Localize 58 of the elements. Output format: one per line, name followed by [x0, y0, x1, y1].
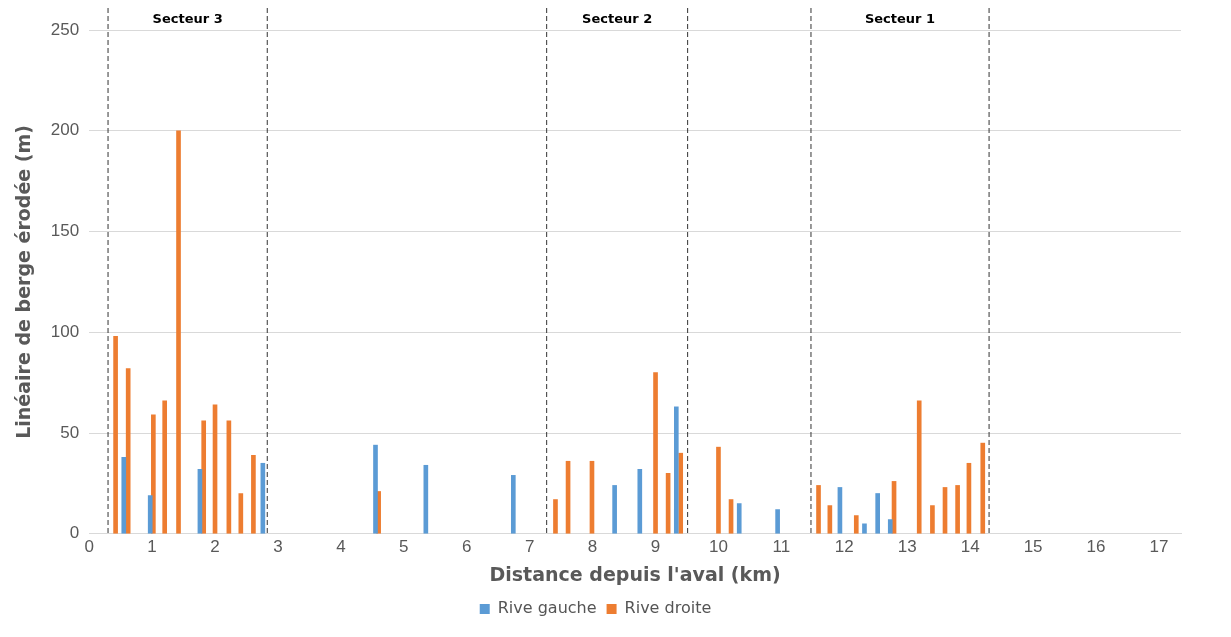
bar: [113, 335, 118, 534]
bar: [853, 515, 859, 534]
legend-label: Rive droite: [624, 598, 712, 618]
x-tick-label: 0: [84, 536, 94, 556]
x-tick-label: 5: [399, 536, 409, 556]
legend-label: Rive gauche: [497, 598, 597, 618]
bar: [125, 368, 131, 534]
y-tick-label: 200: [50, 120, 80, 140]
x-tick-label: 7: [524, 536, 535, 556]
text: Secteur 1: [864, 11, 936, 27]
bar: [673, 406, 679, 534]
x-tick-label: 9: [650, 536, 661, 556]
x-tick-label: 3: [273, 536, 283, 556]
y-tick-label: 150: [50, 221, 80, 241]
text: Secteur 3: [152, 11, 223, 27]
bar: [736, 503, 742, 534]
x-axis-title: Distance depuis l'aval (km): [489, 562, 781, 585]
bar: [816, 485, 821, 534]
bar: [238, 493, 244, 534]
text: Secteur 2: [582, 11, 653, 27]
bar: [875, 493, 881, 534]
y-tick-label: 0: [69, 523, 80, 543]
bar: [716, 446, 721, 534]
x-tick-label: 8: [587, 536, 598, 556]
x-tick-label: 6: [462, 536, 472, 556]
bar: [553, 499, 558, 534]
bar: [775, 509, 780, 534]
bar: [176, 130, 181, 534]
y-tick-label: 250: [50, 19, 80, 39]
x-tick-label: 13: [897, 536, 917, 556]
x-tick-label: 2: [210, 536, 220, 556]
x-tick-label: 1: [147, 536, 157, 556]
x-tick-label: 11: [772, 536, 791, 556]
y-tick-label: 100: [50, 321, 80, 341]
x-tick-label: 10: [709, 536, 728, 556]
bar: [980, 442, 986, 534]
bar: [862, 523, 867, 534]
y-axis-title: Linéaire de berge érodée (m): [12, 125, 35, 439]
bar: [653, 372, 658, 534]
bar: [162, 400, 168, 534]
x-tick-label: 15: [1023, 536, 1043, 556]
x-tick-label: 14: [960, 536, 980, 556]
bar: [510, 475, 516, 534]
bar: [373, 444, 378, 534]
x-tick-label: 4: [336, 536, 346, 556]
bar: [147, 495, 153, 534]
bar: [637, 468, 643, 534]
bar: [121, 456, 127, 534]
bar: [955, 485, 960, 534]
x-tick-label: 17: [1149, 536, 1169, 556]
x-tick-label: 12: [834, 536, 854, 556]
x-tick-label: 16: [1086, 536, 1106, 556]
y-tick-label: 50: [60, 422, 80, 442]
bar: [251, 454, 256, 534]
bar: [930, 505, 935, 534]
bar: [612, 485, 617, 534]
bar: [887, 519, 893, 534]
bar: [916, 400, 922, 534]
